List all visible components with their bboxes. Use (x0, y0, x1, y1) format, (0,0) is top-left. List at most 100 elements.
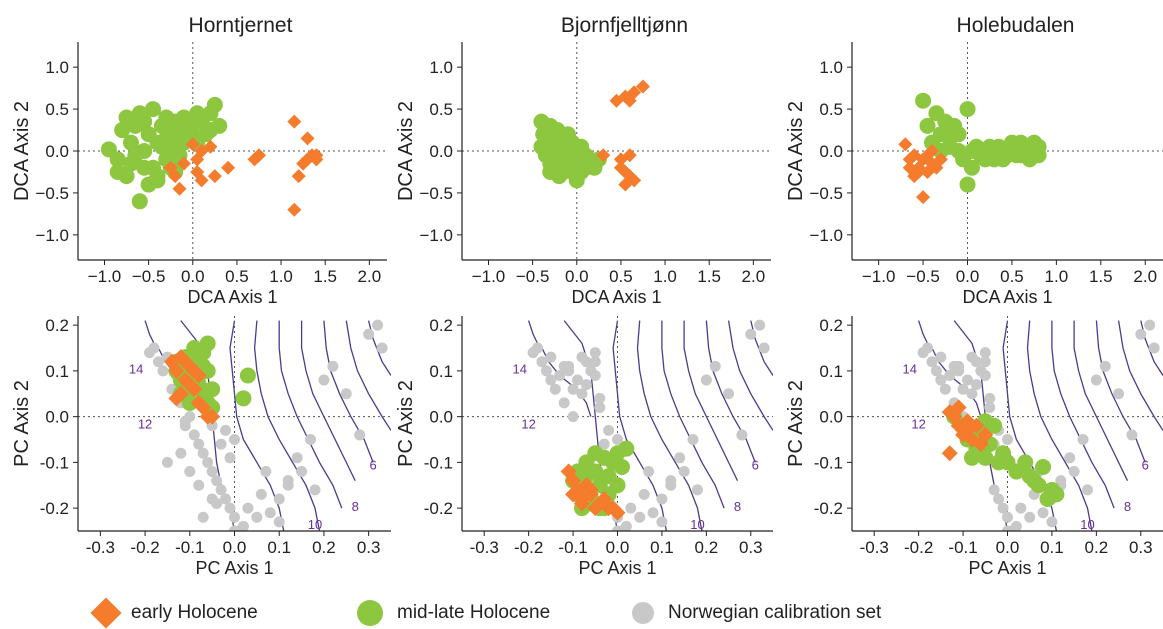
calibration-point (580, 379, 592, 391)
early-holocene-point (221, 160, 236, 175)
mid-late-holocene-point (578, 468, 595, 485)
contour-line (1095, 320, 1146, 463)
contour-line (1026, 320, 1093, 531)
calibration-point (691, 484, 703, 496)
early-holocene-point (920, 148, 935, 163)
x-tick-label: 0.0 (223, 538, 247, 557)
y-tick-label: 0.0 (819, 408, 843, 427)
calibration-point (184, 466, 196, 478)
mid-late-holocene-point (1030, 138, 1047, 155)
early-holocene-point (959, 413, 976, 430)
early-holocene-point (204, 408, 221, 425)
y-tick-label: 0.1 (819, 362, 843, 381)
contour-line (345, 320, 391, 431)
calibration-point (1148, 342, 1160, 354)
calibration-point (966, 388, 978, 400)
calibration-point (206, 420, 218, 432)
mid-late-holocene-point (551, 134, 568, 151)
early-holocene-point (622, 148, 637, 163)
calibration-point (291, 452, 303, 464)
contour-label: 8 (352, 499, 359, 514)
calibration-point (736, 429, 748, 441)
calibration-point (1077, 434, 1089, 446)
mid-late-holocene-point (136, 159, 153, 176)
early-holocene-point (309, 148, 324, 163)
calibration-point (656, 493, 668, 505)
calibration-point (197, 511, 209, 523)
early-holocene-point (916, 190, 931, 205)
early-holocene-point (287, 202, 302, 217)
x-axis-label: DCA Axis 1 (962, 287, 1052, 307)
calibration-point (157, 365, 169, 377)
calibration-point (318, 374, 330, 386)
y-tick-label: −1.0 (35, 226, 69, 245)
calibration-point (1010, 520, 1022, 531)
y-tick-label: 0.2 (819, 316, 843, 335)
legend-label-early: early Holocene (131, 602, 258, 623)
contour-label: 14 (903, 362, 917, 377)
x-tick-label: −1.0 (472, 267, 506, 286)
calibration-point (251, 511, 263, 523)
calibration-point (625, 502, 637, 514)
calibration-point (545, 374, 557, 386)
calibration-point (997, 502, 1009, 514)
calibration-point (1046, 516, 1058, 528)
calibration-point (327, 360, 339, 372)
contour-label: 12 (138, 417, 152, 432)
early-holocene-point (635, 79, 650, 94)
mid-late-holocene-point (136, 113, 153, 130)
calibration-point (220, 493, 232, 505)
contour-line (727, 320, 773, 431)
calibration-point (1081, 484, 1093, 496)
early-holocene-point (902, 160, 917, 175)
y-tick-label: 0.0 (45, 408, 69, 427)
mid-late-holocene-point (118, 168, 135, 185)
early-holocene-point (247, 152, 262, 167)
calibration-point (589, 347, 601, 359)
calibration-point (224, 502, 236, 514)
y-tick-label: 0.0 (429, 142, 453, 161)
y-tick-label: -0.2 (40, 499, 69, 518)
contour-line (1073, 320, 1129, 481)
calibration-point (197, 447, 209, 459)
calibration-point (979, 347, 991, 359)
y-tick-label: -0.1 (424, 453, 453, 472)
chart-panel-5: 14 12 10 8 6 -0.3 -0.2 -0.1 0.0 0.1 0.2 0.3 0.2 0.1 0.… (395, 316, 773, 578)
legend-item-calib: Norwegian calibration set (632, 598, 881, 628)
y-tick-label: 0.0 (429, 408, 453, 427)
mid-late-holocene-point (1021, 151, 1038, 168)
contour-line (253, 320, 321, 531)
calibration-point (1055, 475, 1067, 487)
y-tick-label: -0.2 (424, 499, 453, 518)
contour-label: 6 (369, 458, 376, 473)
mid-late-holocene-point (963, 159, 980, 176)
y-tick-label: -0.2 (814, 499, 843, 518)
early-holocene-point (176, 156, 191, 171)
chart-panel-2: −1.0 −0.5 0.0 0.5 1.0 1.5 2.0 1.0 0.5 0.0 −0.5 −1.0… (395, 14, 771, 307)
calibration-point (540, 365, 552, 377)
early-holocene-point (296, 156, 311, 171)
y-tick-label: 0.5 (429, 100, 453, 119)
contour-line (1117, 320, 1163, 431)
early-holocene-point (181, 376, 198, 393)
y-tick-label: 0.2 (45, 316, 69, 335)
contour-label: 8 (1124, 499, 1131, 514)
calibration-point (1113, 388, 1125, 400)
mid-late-holocene-point (145, 101, 162, 118)
y-tick-label: 0.0 (45, 142, 69, 161)
early-holocene-point (941, 445, 958, 462)
calibration-point (935, 351, 947, 363)
x-tick-label: −0.5 (516, 267, 550, 286)
early-holocene-point (291, 169, 306, 184)
x-tick-label: -0.1 (175, 538, 204, 557)
x-tick-label: -0.3 (86, 538, 115, 557)
mid-late-holocene-point (977, 151, 994, 168)
calibration-point (589, 369, 601, 381)
calibration-point (563, 365, 575, 377)
calibration-point (576, 388, 588, 400)
early-holocene-point (933, 152, 948, 167)
early-holocene-point (950, 399, 967, 416)
x-tick-label: -0.1 (558, 538, 587, 557)
calibration-point (264, 507, 276, 519)
y-tick-label: −0.5 (419, 184, 453, 203)
